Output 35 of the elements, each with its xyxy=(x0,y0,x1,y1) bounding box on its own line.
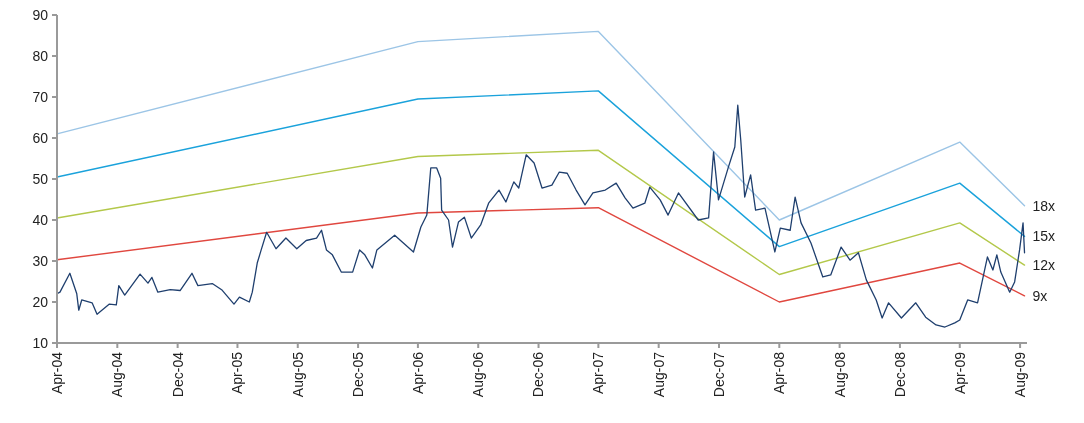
line-series xyxy=(56,149,1026,276)
series-label: 12x xyxy=(1032,257,1056,273)
x-tick-label: Dec-06 xyxy=(530,351,547,398)
y-tick-label: 40 xyxy=(32,211,49,228)
y-tick-label: 80 xyxy=(32,47,49,64)
series-label: 15x xyxy=(1032,228,1056,245)
x-tick-label: Aug-09 xyxy=(1011,351,1028,398)
x-tick-label: Apr-07 xyxy=(590,351,607,395)
x-tick-label: Apr-04 xyxy=(48,351,65,395)
x-tick-label: Apr-09 xyxy=(951,351,968,395)
x-tick-label: Dec-08 xyxy=(891,351,908,398)
line-series xyxy=(56,104,1026,328)
x-tick-label: Aug-07 xyxy=(650,351,667,398)
x-tick-label: Apr-05 xyxy=(229,351,246,395)
y-tick-label: 90 xyxy=(32,6,49,23)
x-tick-label: Aug-06 xyxy=(470,351,487,398)
x-tick-label: Apr-06 xyxy=(409,351,426,395)
y-tick-label: 30 xyxy=(32,252,49,269)
y-tick-label: 20 xyxy=(32,293,49,310)
y-tick-label: 50 xyxy=(32,170,49,187)
x-tick-label: Apr-08 xyxy=(771,351,788,395)
x-tick-label: Dec-04 xyxy=(169,351,186,398)
series-label: 9x xyxy=(1032,287,1048,304)
line-series xyxy=(56,30,1026,221)
x-tick-label: Aug-08 xyxy=(831,351,848,398)
x-tick-label: Aug-04 xyxy=(109,351,126,398)
y-tick-label: 70 xyxy=(32,88,49,105)
y-tick-label: 10 xyxy=(32,334,49,351)
y-tick-label: 60 xyxy=(32,129,49,146)
series-label: 18x xyxy=(1032,197,1056,214)
line-series xyxy=(56,90,1026,248)
x-tick-label: Aug-05 xyxy=(289,351,306,398)
x-tick-label: Dec-05 xyxy=(349,351,366,398)
line-series xyxy=(56,207,1026,303)
x-tick-label: Dec-07 xyxy=(710,351,727,398)
